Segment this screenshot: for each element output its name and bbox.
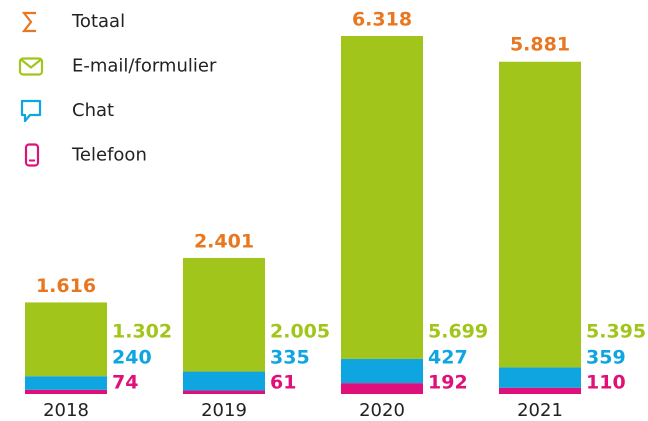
value-label: 5.395 xyxy=(586,321,646,343)
legend-icon xyxy=(18,57,44,76)
x-tick-label: 2020 xyxy=(359,400,405,421)
x-tick-label: 2019 xyxy=(201,400,247,421)
total-label: 5.881 xyxy=(510,33,570,55)
legend-icon xyxy=(24,143,40,167)
legend-label: Totaal xyxy=(71,11,125,32)
bar-segment xyxy=(183,390,265,394)
legend-icon xyxy=(20,99,42,123)
value-label: 359 xyxy=(586,347,626,369)
bar-segment xyxy=(499,367,581,388)
bar-segment xyxy=(25,389,107,394)
value-label: 192 xyxy=(428,372,468,394)
x-tick-label: 2021 xyxy=(517,400,563,421)
value-label: 2.005 xyxy=(270,321,330,343)
value-label: 240 xyxy=(112,347,152,369)
value-label: 61 xyxy=(270,372,296,394)
value-label: 1.302 xyxy=(112,321,172,343)
bar-segment xyxy=(183,257,265,372)
legend-label: Telefoon xyxy=(71,145,147,166)
total-label: 1.616 xyxy=(36,275,96,297)
legend-label: E-mail/formulier xyxy=(72,56,217,77)
legend-icon xyxy=(20,58,42,69)
bar-segment xyxy=(25,376,107,390)
bar-segment xyxy=(499,61,581,368)
value-label: 5.699 xyxy=(428,321,488,343)
x-tick-label: 2018 xyxy=(43,400,89,421)
bar-segment xyxy=(341,36,423,359)
value-label: 335 xyxy=(270,347,310,369)
total-label: 6.318 xyxy=(352,9,412,31)
bar-segment xyxy=(499,387,581,394)
bar-segment xyxy=(183,371,265,391)
value-label: 110 xyxy=(586,372,626,394)
bar-segment xyxy=(341,383,423,394)
bar-segment xyxy=(25,302,107,377)
value-label: 74 xyxy=(112,372,138,394)
bar-segment xyxy=(341,358,423,384)
total-label: 2.401 xyxy=(194,230,254,252)
legend-label: Chat xyxy=(72,100,114,121)
value-label: 427 xyxy=(428,347,468,369)
legend-icon xyxy=(21,11,36,33)
